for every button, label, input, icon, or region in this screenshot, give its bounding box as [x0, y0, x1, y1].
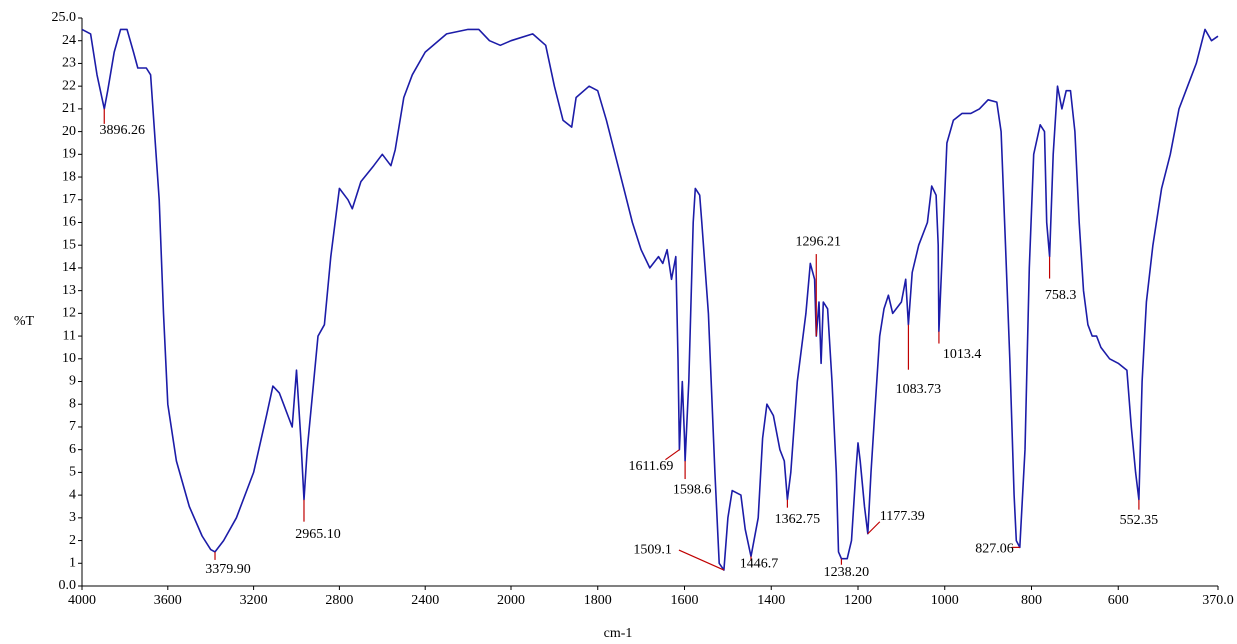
peak-label: 1083.73	[896, 382, 942, 397]
x-tick-label: 1600	[670, 593, 698, 608]
spectrum-line	[81, 28, 1219, 571]
y-tick-label: 1	[69, 555, 76, 570]
peak-label: 1598.6	[673, 482, 712, 497]
y-tick-label: 6	[69, 442, 76, 457]
x-tick-label: 800	[1021, 593, 1042, 608]
peak-label: 1177.39	[880, 509, 925, 524]
y-tick-label: 12	[62, 306, 76, 321]
y-tick-label: 25.0	[52, 10, 77, 25]
x-tick-label: 1200	[844, 593, 872, 608]
y-tick-label: 17	[62, 192, 76, 207]
peak-label: 1013.4	[943, 347, 982, 362]
y-tick-label: 9	[69, 374, 76, 389]
y-tick-label: 8	[69, 396, 76, 411]
peak-label: 3896.26	[100, 123, 146, 138]
peak-marker	[678, 549, 725, 571]
peak-label: 827.06	[975, 542, 1014, 557]
peak-label: 1446.7	[740, 557, 779, 572]
x-tick-label: 3200	[240, 593, 268, 608]
y-tick-label: 13	[62, 283, 76, 298]
x-tick-label: 1800	[584, 593, 612, 608]
y-axis-label: %T	[14, 314, 35, 329]
peak-label: 2965.10	[295, 527, 341, 542]
y-tick-label: 2	[69, 533, 76, 548]
peak-label: 1238.20	[824, 565, 870, 580]
peak-label: 758.3	[1045, 288, 1077, 303]
y-tick-label: 16	[62, 215, 76, 230]
x-tick-label: 1400	[757, 593, 785, 608]
x-tick-label: 2800	[325, 593, 353, 608]
peak-marker	[867, 521, 881, 535]
y-tick-label: 21	[62, 101, 76, 116]
y-tick-label: 22	[62, 78, 76, 93]
y-tick-label: 20	[62, 124, 76, 139]
y-tick-label: 11	[63, 328, 76, 343]
y-tick-label: 23	[62, 56, 76, 71]
peak-label: 3379.90	[205, 562, 251, 577]
y-tick-label: 7	[69, 419, 76, 434]
x-tick-label: 2000	[497, 593, 525, 608]
y-tick-label: 5	[69, 465, 76, 480]
y-tick-label: 14	[62, 260, 76, 275]
x-tick-label: 3600	[154, 593, 182, 608]
y-tick-label: 24	[62, 33, 76, 48]
peak-label: 1611.69	[628, 459, 673, 474]
y-tick-label: 18	[62, 169, 76, 184]
x-tick-label: 2400	[411, 593, 439, 608]
y-tick-label: 3	[69, 510, 76, 525]
peak-label: 1362.75	[775, 512, 821, 527]
y-tick-label: 0.0	[59, 578, 77, 593]
peak-label: 1296.21	[796, 234, 842, 249]
x-tick-label: 4000	[68, 593, 96, 608]
x-tick-label: 600	[1108, 593, 1129, 608]
y-tick-label: 19	[62, 147, 76, 162]
y-tick-label: 4	[69, 487, 76, 502]
x-tick-label: 370.0	[1202, 593, 1234, 608]
y-tick-label: 15	[62, 237, 76, 252]
y-tick-label: 10	[62, 351, 76, 366]
peak-label: 552.35	[1120, 513, 1159, 528]
x-axis-label: cm-1	[604, 626, 633, 641]
peak-marker	[665, 449, 680, 461]
peak-label: 1509.1	[633, 542, 672, 557]
x-tick-label: 1000	[931, 593, 959, 608]
